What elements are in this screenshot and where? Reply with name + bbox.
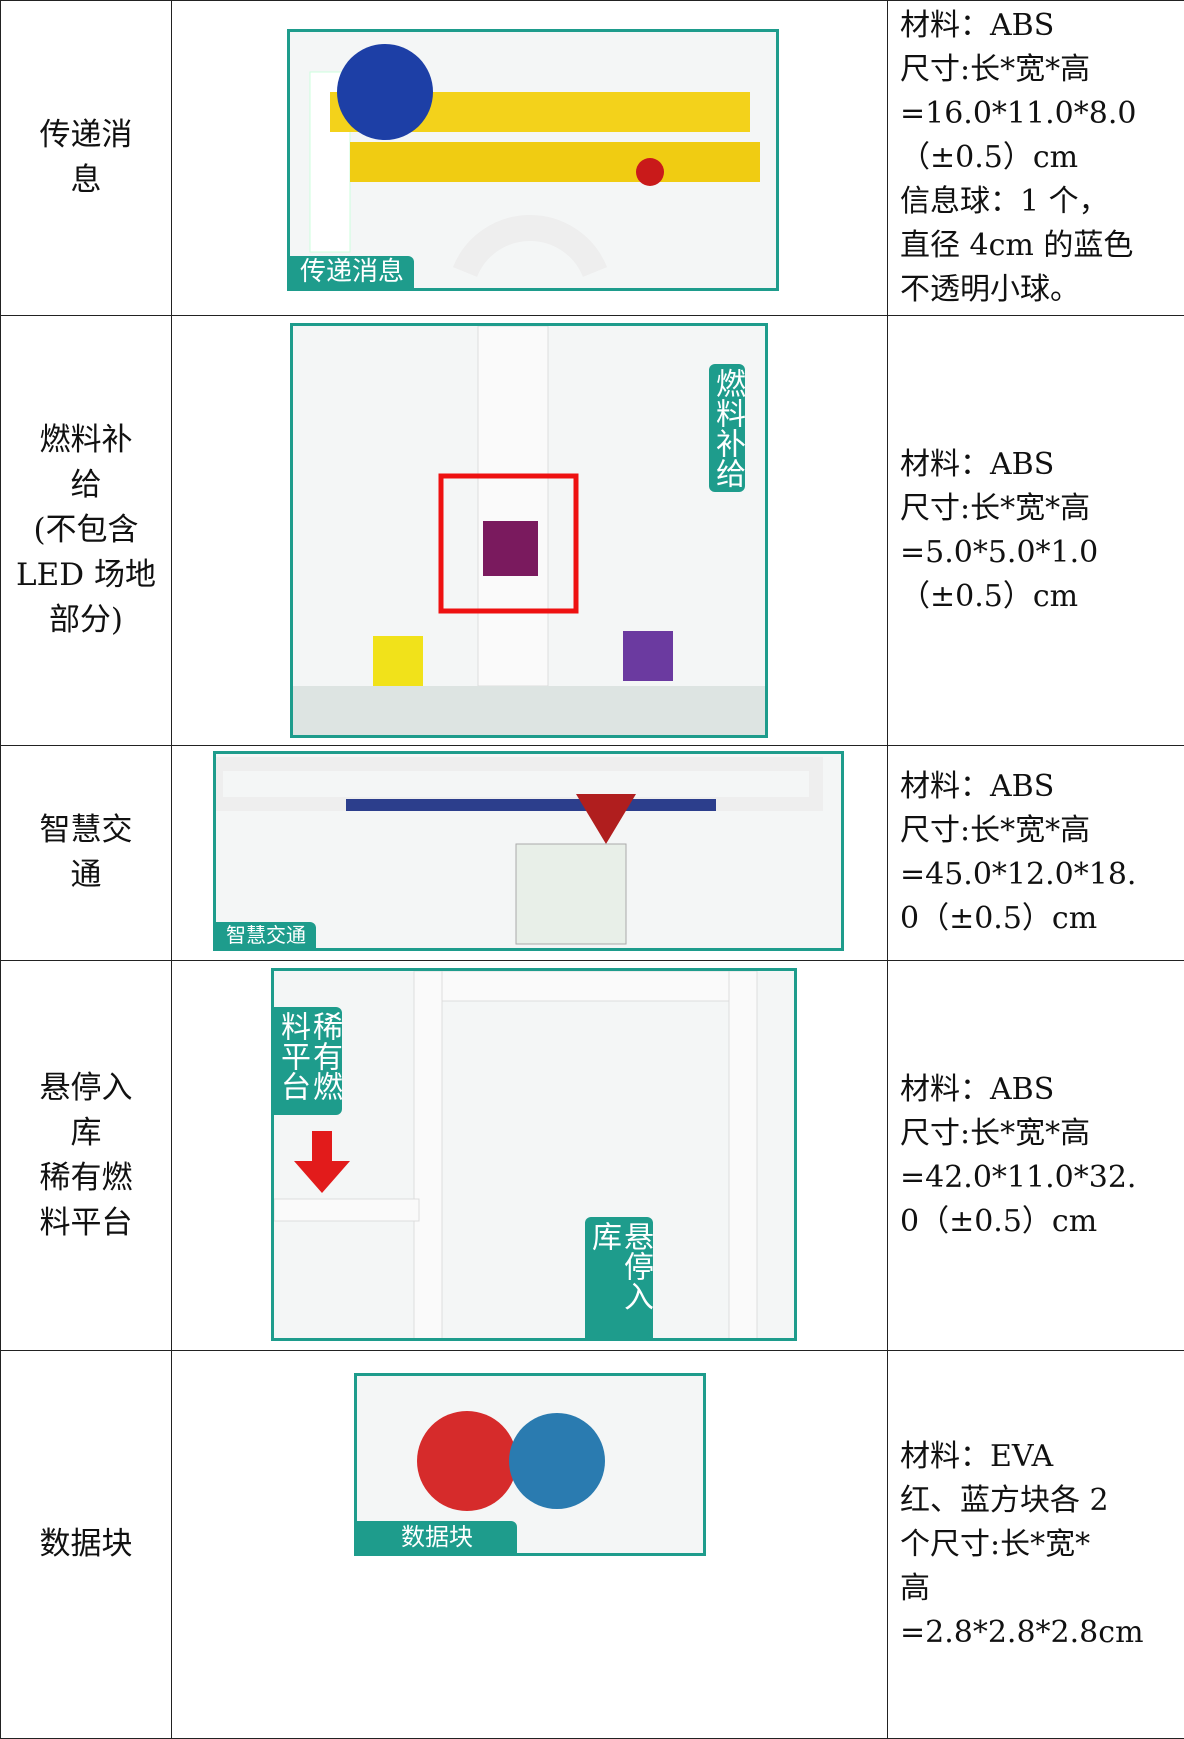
name-line: 料平台	[1, 1201, 171, 1246]
item-image: 传递消息	[172, 1, 888, 316]
spec-line: 材料：ABS	[900, 765, 1184, 809]
spec-line: 0（±0.5）cm	[900, 1200, 1184, 1244]
name-line: 息	[1, 158, 171, 203]
spec-line: 0（±0.5）cm	[900, 897, 1184, 941]
spec-line: 不透明小球。	[900, 268, 1184, 312]
item-name: 传递消息	[1, 1, 172, 316]
item-image: 智慧交通	[172, 746, 888, 961]
name-line: 燃料补	[1, 418, 171, 463]
photo: 燃料补给	[290, 323, 768, 738]
photo-caption: 数据块	[357, 1521, 517, 1553]
spec-line: 直径 4cm 的蓝色	[900, 224, 1184, 268]
item-image: 数据块	[172, 1351, 888, 1739]
name-line: 稀有燃	[1, 1156, 171, 1201]
name-line: LED 场地	[1, 553, 171, 598]
photo: 数据块	[354, 1373, 706, 1556]
spec-line: 尺寸:长*宽*高	[900, 48, 1184, 92]
item-image: 稀有燃料平台悬停入库	[172, 961, 888, 1351]
name-line: 数据块	[1, 1522, 171, 1567]
spec-line: =2.8*2.8*2.8cm	[900, 1611, 1184, 1655]
photo-caption: 智慧交通	[216, 922, 316, 948]
photo: 稀有燃料平台悬停入库	[271, 968, 797, 1341]
spec-line: =5.0*5.0*1.0	[900, 531, 1184, 575]
spec-line: 高	[900, 1567, 1184, 1611]
item-name: 悬停入库稀有燃料平台	[1, 961, 172, 1351]
item-name: 数据块	[1, 1351, 172, 1739]
spec-line: 信息球：1 个，	[900, 180, 1184, 224]
spec-line: 材料：EVA	[900, 1435, 1184, 1479]
spec-line: 材料：ABS	[900, 4, 1184, 48]
photo-caption: 传递消息	[290, 256, 414, 288]
photo-art	[293, 326, 768, 738]
photo-caption: 悬停入库	[585, 1217, 653, 1338]
name-line: 智慧交	[1, 808, 171, 853]
spec-line: 尺寸:长*宽*高	[900, 809, 1184, 853]
spec-line: =45.0*12.0*18.	[900, 853, 1184, 897]
photo-caption: 稀有燃料平台	[274, 1007, 342, 1115]
name-line: 传递消	[1, 113, 171, 158]
name-line: 通	[1, 853, 171, 898]
spec-line: 材料：ABS	[900, 1068, 1184, 1112]
photo: 传递消息	[287, 29, 779, 291]
spec-line: 材料：ABS	[900, 443, 1184, 487]
spec-line: 个尺寸:长*宽*	[900, 1523, 1184, 1567]
spec-line: 红、蓝方块各 2	[900, 1479, 1184, 1523]
item-name: 智慧交通	[1, 746, 172, 961]
photo-art	[290, 32, 779, 291]
name-line: 库	[1, 1111, 171, 1156]
name-line: 给	[1, 463, 171, 508]
name-line: (不包含	[1, 508, 171, 553]
spec-line: 尺寸:长*宽*高	[900, 1112, 1184, 1156]
name-line: 部分)	[1, 598, 171, 643]
spec-line: （±0.5）cm	[900, 136, 1184, 180]
spec-line: =16.0*11.0*8.0	[900, 92, 1184, 136]
spec-line: （±0.5）cm	[900, 575, 1184, 619]
photo: 智慧交通	[213, 751, 844, 951]
item-image: 燃料补给	[172, 316, 888, 746]
name-line: 悬停入	[1, 1066, 171, 1111]
spec-line: =42.0*11.0*32.	[900, 1156, 1184, 1200]
photo-caption: 燃料补给	[709, 364, 745, 492]
spec-line: 尺寸:长*宽*高	[900, 487, 1184, 531]
photo-art	[274, 971, 797, 1341]
